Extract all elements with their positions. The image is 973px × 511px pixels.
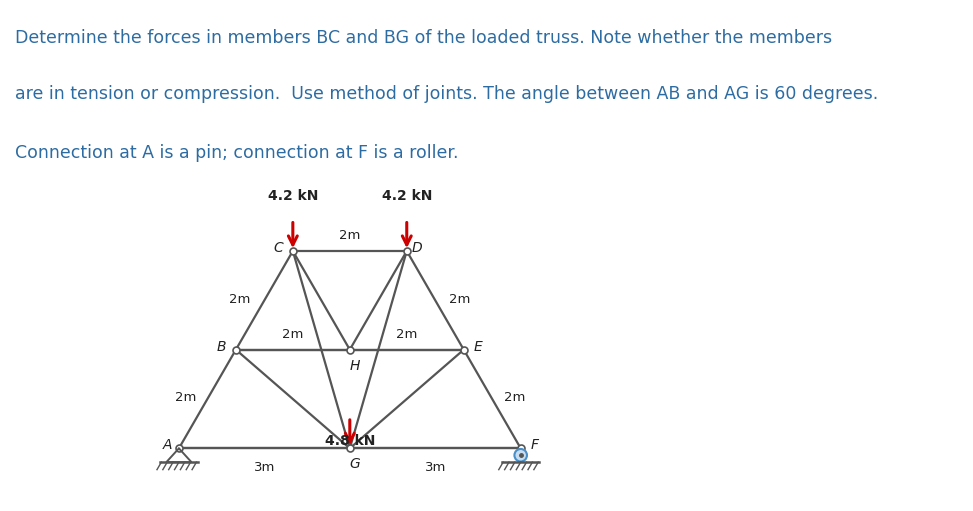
Text: 4.8 kN: 4.8 kN — [325, 434, 375, 448]
Text: F: F — [531, 438, 539, 453]
Text: A: A — [162, 438, 172, 453]
Text: H: H — [349, 359, 360, 373]
Text: 2m: 2m — [282, 328, 304, 341]
Text: 4.2 kN: 4.2 kN — [381, 189, 432, 203]
Text: 3m: 3m — [254, 461, 275, 474]
Text: C: C — [273, 241, 283, 255]
Text: 2m: 2m — [340, 229, 360, 242]
Text: E: E — [474, 340, 483, 354]
Text: Connection at A is a pin; connection at F is a roller.: Connection at A is a pin; connection at … — [15, 144, 458, 162]
Text: 2m: 2m — [450, 293, 471, 306]
Text: 2m: 2m — [229, 293, 250, 306]
Text: 2m: 2m — [174, 390, 196, 404]
Circle shape — [515, 449, 527, 461]
Text: Determine the forces in members BC and BG of the loaded truss. Note whether the : Determine the forces in members BC and B… — [15, 30, 832, 48]
Text: are in tension or compression.  Use method of joints. The angle between AB and A: are in tension or compression. Use metho… — [15, 85, 878, 103]
Text: 2m: 2m — [504, 390, 525, 404]
Text: 3m: 3m — [424, 461, 446, 474]
Text: B: B — [217, 340, 227, 354]
Text: 2m: 2m — [396, 328, 417, 341]
Text: 4.2 kN: 4.2 kN — [268, 189, 318, 203]
Text: D: D — [412, 241, 422, 255]
Text: G: G — [349, 457, 360, 471]
